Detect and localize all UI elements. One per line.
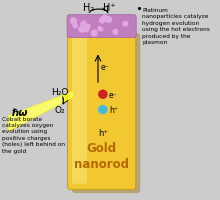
Circle shape [99,106,107,114]
Text: h⁺: h⁺ [109,106,118,114]
Circle shape [99,91,107,99]
Text: O₂: O₂ [55,106,65,114]
Circle shape [123,22,128,27]
Circle shape [79,27,85,33]
Text: e⁻: e⁻ [101,63,110,72]
Circle shape [107,17,110,21]
Text: H₂: H₂ [82,3,94,13]
Circle shape [85,25,90,30]
Text: Gold
nanorod: Gold nanorod [74,141,129,170]
Text: H⁺: H⁺ [103,3,115,13]
Circle shape [83,27,89,32]
Circle shape [100,19,105,24]
Circle shape [73,24,77,29]
Text: e⁻: e⁻ [109,90,117,99]
FancyBboxPatch shape [67,16,136,38]
Polygon shape [8,92,73,132]
Circle shape [102,16,108,22]
FancyBboxPatch shape [72,34,140,193]
Circle shape [82,22,86,25]
Circle shape [71,19,76,25]
Circle shape [98,28,102,31]
Circle shape [81,23,84,26]
Text: h⁺: h⁺ [98,128,108,137]
FancyBboxPatch shape [68,30,136,190]
Circle shape [113,30,118,35]
Circle shape [91,31,97,37]
Text: Platinum
nanoparticles catalyze
hydrogen evolution
using the hot electrons
produ: Platinum nanoparticles catalyze hydrogen… [142,8,210,45]
Circle shape [106,18,112,23]
Circle shape [100,29,103,32]
FancyBboxPatch shape [72,36,87,184]
Text: H₂O: H₂O [51,87,69,96]
Text: ℏω: ℏω [12,107,29,117]
Text: Cobalt borate
catalyzes oxygen
evolution using
positive charges
(holes) left beh: Cobalt borate catalyzes oxygen evolution… [2,116,65,153]
